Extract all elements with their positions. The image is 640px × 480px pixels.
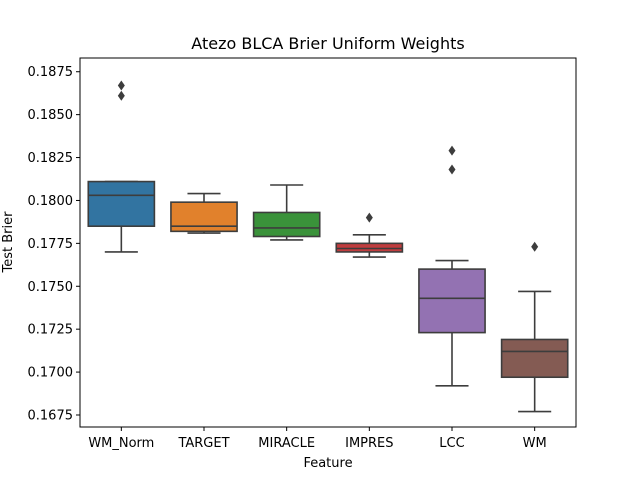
y-tick-label: 0.1850 xyxy=(28,108,74,123)
x-tick-label: MIRACLE xyxy=(258,436,315,451)
box-group xyxy=(87,80,156,253)
outlier-point xyxy=(365,212,373,223)
y-tick-label: 0.1675 xyxy=(28,408,74,423)
outlier-point xyxy=(531,241,539,252)
box-iqr xyxy=(418,268,486,334)
plot-frame xyxy=(79,57,577,428)
outlier-point xyxy=(448,164,456,175)
y-tick-label: 0.1825 xyxy=(28,151,74,166)
x-tick-label: IMPRES xyxy=(345,436,393,451)
y-tick-label: 0.1800 xyxy=(28,194,74,209)
chart-title: Atezo BLCA Brier Uniform Weights xyxy=(191,34,464,53)
y-tick-label: 0.1725 xyxy=(28,323,74,338)
box-group xyxy=(500,241,569,413)
box-group xyxy=(418,145,486,387)
y-tick-label: 0.1875 xyxy=(28,65,74,80)
x-axis-label: Feature xyxy=(303,456,352,471)
y-axis: 0.1675 0.1700 0.1725 0.1750 0.1775 0.1800 0.18… xyxy=(28,65,80,423)
plot-area xyxy=(79,57,577,428)
box-iqr xyxy=(252,211,321,238)
box-iqr xyxy=(335,242,404,253)
x-tick-label: LCC xyxy=(439,436,464,451)
box-group xyxy=(252,184,321,241)
box-group xyxy=(335,212,404,258)
box-iqr xyxy=(500,338,569,379)
outlier-point xyxy=(117,90,125,101)
box-iqr xyxy=(87,180,156,227)
box-group xyxy=(170,192,238,234)
x-axis: WM_Norm TARGET MIRACLE IMPRES LCC WM xyxy=(88,427,547,451)
x-tick-label: WM xyxy=(523,436,547,451)
outlier-point xyxy=(117,80,125,91)
x-tick-label: WM_Norm xyxy=(88,436,154,451)
x-tick-label: TARGET xyxy=(177,436,229,451)
y-axis-label: Test Brier xyxy=(1,211,16,274)
y-tick-label: 0.1700 xyxy=(28,366,74,381)
outlier-point xyxy=(448,145,456,156)
y-tick-label: 0.1775 xyxy=(28,237,74,252)
y-tick-label: 0.1750 xyxy=(28,280,74,295)
boxes xyxy=(87,80,569,413)
